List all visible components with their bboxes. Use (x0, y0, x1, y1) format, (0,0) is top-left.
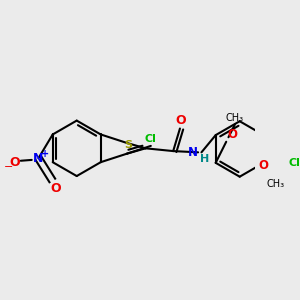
Text: −: − (4, 163, 13, 172)
Text: O: O (259, 159, 269, 172)
Text: CH₃: CH₃ (267, 179, 285, 189)
Text: O: O (227, 128, 237, 141)
Text: N: N (33, 152, 43, 165)
Text: Cl: Cl (289, 158, 300, 168)
Text: N: N (188, 146, 198, 159)
Text: +: + (41, 149, 49, 159)
Text: O: O (10, 156, 20, 169)
Text: S: S (124, 140, 132, 150)
Text: H: H (200, 154, 209, 164)
Text: Cl: Cl (145, 134, 157, 144)
Text: O: O (50, 182, 61, 195)
Text: CH₃: CH₃ (226, 113, 244, 123)
Text: O: O (176, 114, 186, 127)
